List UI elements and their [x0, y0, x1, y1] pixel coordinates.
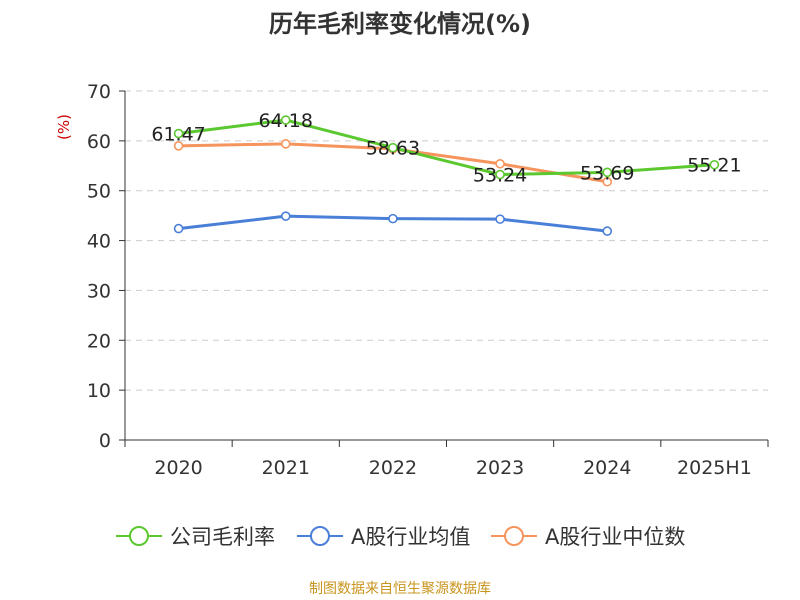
data-point — [709, 159, 720, 170]
data-point — [280, 211, 291, 221]
y-tick-label: 30 — [87, 280, 111, 302]
data-point — [495, 158, 505, 169]
data-point — [388, 213, 398, 224]
data-point — [495, 214, 505, 224]
grid-lines — [125, 90, 768, 391]
legend-marker — [128, 526, 149, 546]
axes: 0 10 20 30 40 50 60 70 2020 2021 2022 2023 2024 2025H… — [87, 81, 769, 479]
data-label: 55.21 — [687, 155, 741, 177]
legend-item: A股行业中位数 — [491, 525, 685, 549]
chart-title: 历年毛利率变化情况(%) — [269, 10, 531, 38]
y-tick-label: 40 — [87, 231, 111, 253]
series-line — [178, 118, 715, 177]
legend-label: 公司毛利率 — [170, 525, 275, 549]
data-point — [388, 142, 398, 153]
legend-marker — [309, 526, 330, 546]
data-label: 53.69 — [580, 162, 634, 184]
data-label: 64.18 — [259, 110, 313, 132]
y-tick-label: 70 — [87, 81, 111, 103]
y-tick-label: 10 — [87, 380, 111, 402]
source-note: 制图数据来自恒生聚源数据库 — [309, 581, 491, 597]
legend-item: 公司毛利率 — [115, 525, 275, 549]
data-labels: 61.47 64.18 58.63 53.24 53.69 55.21 — [151, 110, 741, 187]
data-point — [280, 139, 291, 149]
data-point — [173, 223, 184, 234]
data-label: 58.63 — [366, 138, 420, 160]
data-point — [602, 167, 613, 178]
data-point — [495, 169, 505, 180]
data-point — [602, 226, 613, 236]
y-axis-unit-label: (%) — [55, 114, 73, 140]
data-point — [173, 128, 184, 139]
legend-marker — [504, 526, 524, 546]
y-tick-label: 0 — [99, 430, 111, 452]
y-tick-label: 60 — [87, 131, 111, 153]
x-tick-label: 2023 — [476, 457, 524, 479]
legend-label: A股行业均值 — [351, 525, 470, 549]
x-tick-label: 2021 — [262, 457, 310, 479]
y-tick-label: 20 — [87, 330, 111, 352]
data-point — [602, 176, 613, 187]
x-tick-label: 2025H1 — [677, 457, 752, 479]
data-label: 53.24 — [473, 165, 527, 187]
x-tick-label: 2020 — [154, 457, 202, 479]
series-lines — [173, 115, 720, 236]
x-tick-label: 2022 — [369, 457, 417, 479]
legend-item: A股行业均值 — [296, 525, 470, 549]
data-label: 61.47 — [151, 124, 205, 146]
y-tick-label: 50 — [87, 181, 111, 203]
legend-label: A股行业中位数 — [545, 525, 685, 549]
data-point — [173, 141, 184, 151]
legend: 公司毛利率 A股行业均值 A股行业中位数 — [115, 525, 685, 549]
data-point — [280, 115, 291, 125]
x-tick-label: 2024 — [583, 457, 631, 479]
